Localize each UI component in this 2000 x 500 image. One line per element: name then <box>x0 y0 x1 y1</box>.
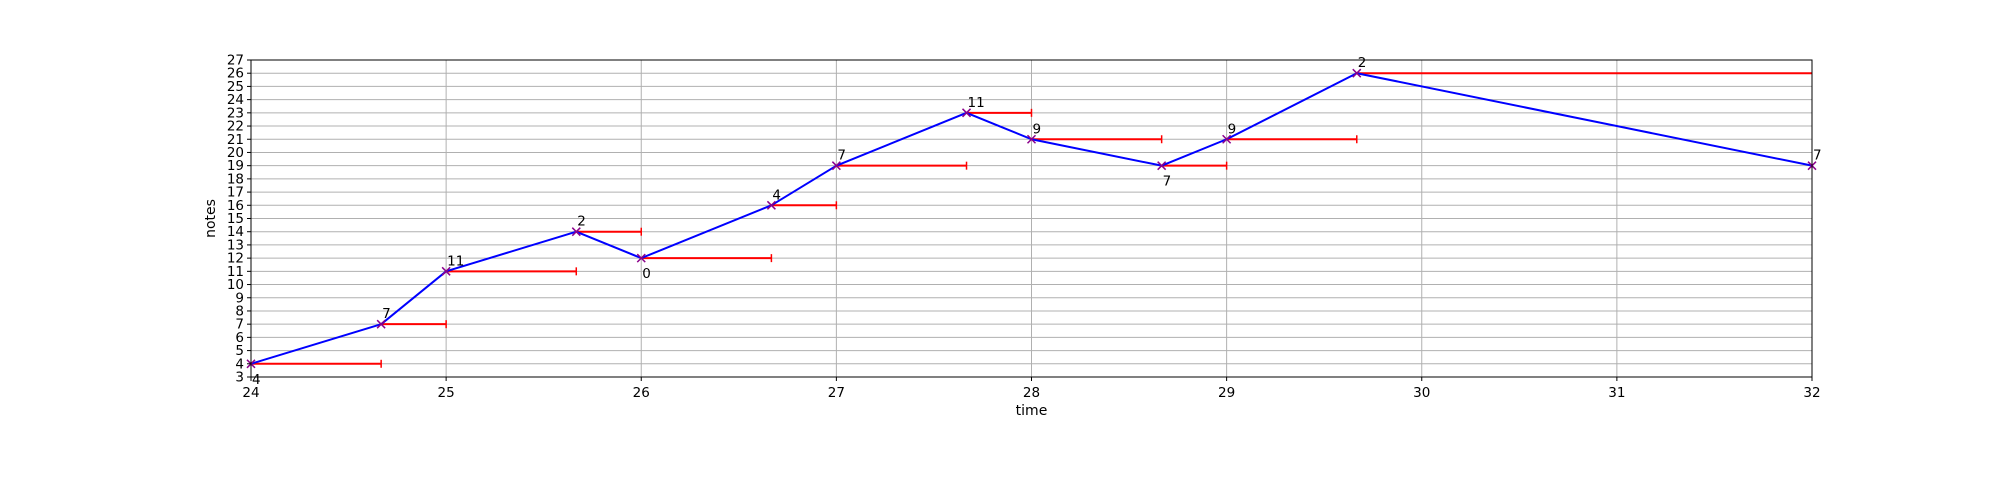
y-tick-label: 9 <box>235 290 244 306</box>
x-tick-label: 28 <box>1023 385 1040 401</box>
y-tick-label: 13 <box>227 237 244 253</box>
y-tick-label: 26 <box>227 66 244 82</box>
data-point <box>1026 134 1037 144</box>
x-axis-label: time <box>1016 403 1048 419</box>
y-tick-label: 25 <box>227 79 244 95</box>
data-point <box>376 319 386 329</box>
data-point <box>831 161 841 171</box>
duration-bars <box>251 72 1812 368</box>
y-tick-label: 15 <box>227 211 244 227</box>
y-tick-label: 6 <box>235 330 244 346</box>
marker-stroke <box>1157 161 1167 171</box>
data-point <box>1222 134 1232 144</box>
x-tick-label: 27 <box>828 385 845 401</box>
data-point <box>766 200 776 210</box>
y-tick-label: 3 <box>235 370 244 386</box>
marker-stroke <box>441 266 451 276</box>
x-tick-label: 24 <box>242 385 259 401</box>
marker-stroke <box>571 227 581 237</box>
marker-stroke <box>1352 68 1362 78</box>
grid <box>250 59 1813 378</box>
x-tick-label: 25 <box>438 385 455 401</box>
y-tick-label: 19 <box>227 158 244 174</box>
data-point <box>961 108 972 118</box>
data-label: 2 <box>1358 55 1367 71</box>
data-label: 11 <box>968 95 985 111</box>
y-tick-label: 22 <box>227 119 244 135</box>
y-tick-label: 10 <box>227 277 244 293</box>
data-label: 4 <box>252 372 261 388</box>
y-tick-label: 18 <box>227 171 244 187</box>
data-label: 9 <box>1033 121 1042 137</box>
y-tick-label: 16 <box>227 198 244 214</box>
data-labels: 4 7 11 2 0 4 7 11 9 7 9 2 7 <box>252 55 1822 388</box>
data-label: 2 <box>577 214 586 230</box>
y-tick-label: 24 <box>227 92 244 108</box>
data-point <box>1352 68 1362 78</box>
marker-stroke <box>376 319 386 329</box>
y-tick-label: 5 <box>235 343 244 359</box>
y-tick-label: 20 <box>227 145 244 161</box>
data-label: 4 <box>772 187 781 203</box>
data-label: 7 <box>837 148 846 164</box>
y-tick-label: 4 <box>235 356 244 372</box>
marker-stroke <box>766 200 776 210</box>
marker-stroke <box>1026 134 1037 144</box>
data-label: 11 <box>447 253 464 269</box>
y-tick-label: 17 <box>227 185 244 201</box>
data-label: 7 <box>1163 174 1172 190</box>
x-tick-label: 31 <box>1608 385 1625 401</box>
y-tick-label: 27 <box>227 53 244 69</box>
data-label: 0 <box>642 266 651 282</box>
x-axis-ticks: 24 25 26 27 28 29 30 31 32 <box>242 377 1821 401</box>
data-point <box>1157 161 1167 171</box>
x-tick-label: 30 <box>1413 385 1430 401</box>
marker-stroke <box>636 253 646 263</box>
data-point <box>571 227 581 237</box>
marker-stroke <box>831 161 841 171</box>
y-axis-ticks: 3456789101112131415161718192021222324252… <box>227 53 251 386</box>
y-axis-label: notes <box>203 199 219 238</box>
y-tick-label: 12 <box>227 251 244 267</box>
y-tick-label: 11 <box>227 264 244 280</box>
y-tick-label: 7 <box>235 317 244 333</box>
y-tick-label: 8 <box>235 303 244 319</box>
y-tick-label: 21 <box>227 132 244 148</box>
data-label: 7 <box>1813 148 1822 164</box>
x-tick-label: 29 <box>1218 385 1235 401</box>
y-tick-label: 23 <box>227 105 244 121</box>
x-tick-label: 26 <box>633 385 650 401</box>
y-tick-label: 14 <box>227 224 244 240</box>
marker-stroke <box>961 108 972 118</box>
marker-stroke <box>1222 134 1232 144</box>
data-point <box>636 253 646 263</box>
data-label: 9 <box>1228 121 1237 137</box>
data-point <box>441 266 451 276</box>
x-tick-label: 32 <box>1803 385 1820 401</box>
data-label: 7 <box>382 306 391 322</box>
